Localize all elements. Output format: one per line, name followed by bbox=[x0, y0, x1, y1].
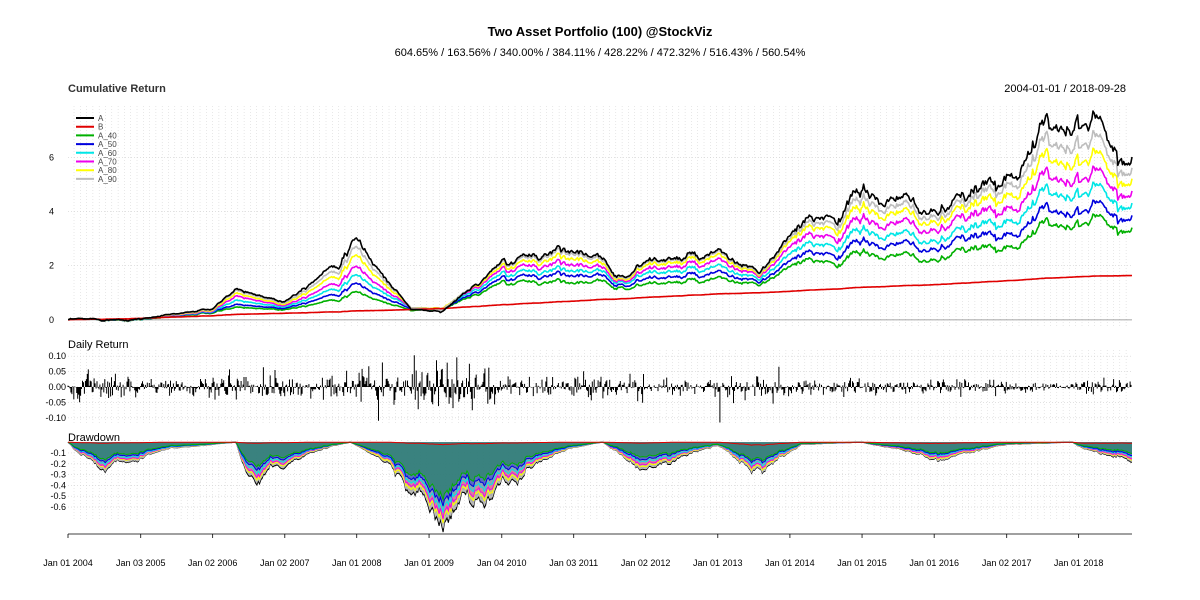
chart-subtitle: 604.65% / 163.56% / 340.00% / 384.11% / … bbox=[395, 47, 806, 59]
daily-return-panel: 0.10 0.05 0.00 -0.05 -0.10 bbox=[45, 351, 1132, 423]
drawdown-panel: -0.1-0.2-0.3-0.4-0.5-0.6 bbox=[50, 441, 1133, 533]
daily-y-tick-label: -0.10 bbox=[45, 413, 66, 423]
series-line-a-70 bbox=[68, 165, 1133, 322]
drawdown-y-tick-label: -0.2 bbox=[50, 459, 66, 469]
series-line-b bbox=[68, 274, 1133, 321]
drawdown-y-tick-label: -0.3 bbox=[50, 470, 66, 480]
cum-y-tick-label: 6 bbox=[49, 152, 54, 162]
x-axis-tick-label: Jan 01 2008 bbox=[332, 558, 382, 568]
drawdown-line-b bbox=[68, 441, 1132, 446]
chart-title: Two Asset Portfolio (100) @StockViz bbox=[488, 24, 713, 39]
legend-label-a-90: A_90 bbox=[98, 175, 117, 184]
cum-y-tick-label: 2 bbox=[49, 261, 54, 271]
daily-y-tick-label: 0.10 bbox=[48, 351, 66, 361]
series-line-a bbox=[68, 110, 1133, 322]
x-axis-tick-label: Jan 02 2006 bbox=[188, 558, 238, 568]
legend: ABA_40A_50A_60A_70A_80A_90 bbox=[76, 114, 117, 184]
cum-y-tick-label: 4 bbox=[49, 207, 54, 217]
drawdown-panel-title: Drawdown bbox=[68, 432, 120, 444]
daily-y-tick-label: -0.05 bbox=[45, 397, 66, 407]
drawdown-y-tick-label: -0.4 bbox=[50, 480, 66, 490]
x-axis-tick-label: Jan 01 2009 bbox=[404, 558, 454, 568]
cum-y-tick-label: 0 bbox=[49, 315, 54, 325]
x-axis-tick-label: Jan 01 2004 bbox=[43, 558, 93, 568]
x-axis-tick-label: Jan 02 2007 bbox=[260, 558, 310, 568]
x-axis: Jan 01 2004 Jan 03 2005 Jan 02 2006 Jan 02 … bbox=[43, 533, 1132, 568]
x-axis-tick-label: Jan 01 2018 bbox=[1054, 558, 1104, 568]
drawdown-y-tick-label: -0.1 bbox=[50, 448, 66, 458]
x-axis-tick-label: Jan 01 2015 bbox=[837, 558, 887, 568]
legend-label-b: B bbox=[98, 123, 103, 132]
legend-label-a-70: A_70 bbox=[98, 158, 117, 167]
x-axis-tick-label: Jan 03 2011 bbox=[549, 558, 598, 568]
daily-return-panel-title: Daily Return bbox=[68, 339, 129, 351]
series-line-a-50 bbox=[68, 199, 1133, 322]
daily-y-tick-label: 0.00 bbox=[48, 382, 66, 392]
legend-label-a: A bbox=[98, 114, 104, 123]
drawdown-y-tick-label: -0.5 bbox=[50, 491, 66, 501]
series-line-a-60 bbox=[68, 181, 1133, 322]
legend-label-a-50: A_50 bbox=[98, 140, 117, 149]
x-axis-tick-label: Jan 02 2017 bbox=[982, 558, 1032, 568]
x-axis-tick-label: Jan 03 2005 bbox=[116, 558, 166, 568]
date-range-label: 2004-01-01 / 2018-09-28 bbox=[1004, 83, 1126, 95]
x-axis-tick-label: Jan 04 2010 bbox=[477, 558, 527, 568]
x-axis-tick-label: Jan 01 2013 bbox=[693, 558, 743, 568]
cumulative-return-panel: 0 2 4 6 bbox=[49, 110, 1133, 325]
x-axis-tick-label: Jan 01 2014 bbox=[765, 558, 815, 568]
series-line-a-90 bbox=[68, 129, 1133, 322]
x-axis-tick-label: Jan 02 2012 bbox=[621, 558, 671, 568]
x-axis-tick-label: Jan 01 2016 bbox=[909, 558, 959, 568]
series-line-a-40 bbox=[68, 213, 1133, 323]
drawdown-y-tick-label: -0.6 bbox=[50, 502, 66, 512]
series-line-a-80 bbox=[68, 147, 1133, 322]
cumulative-panel-title: Cumulative Return bbox=[68, 83, 166, 95]
legend-label-a-40: A_40 bbox=[98, 131, 117, 140]
legend-label-a-80: A_80 bbox=[98, 166, 117, 175]
daily-return-bars bbox=[67, 355, 1132, 423]
legend-label-a-60: A_60 bbox=[98, 149, 117, 158]
daily-y-tick-label: 0.05 bbox=[48, 367, 66, 377]
